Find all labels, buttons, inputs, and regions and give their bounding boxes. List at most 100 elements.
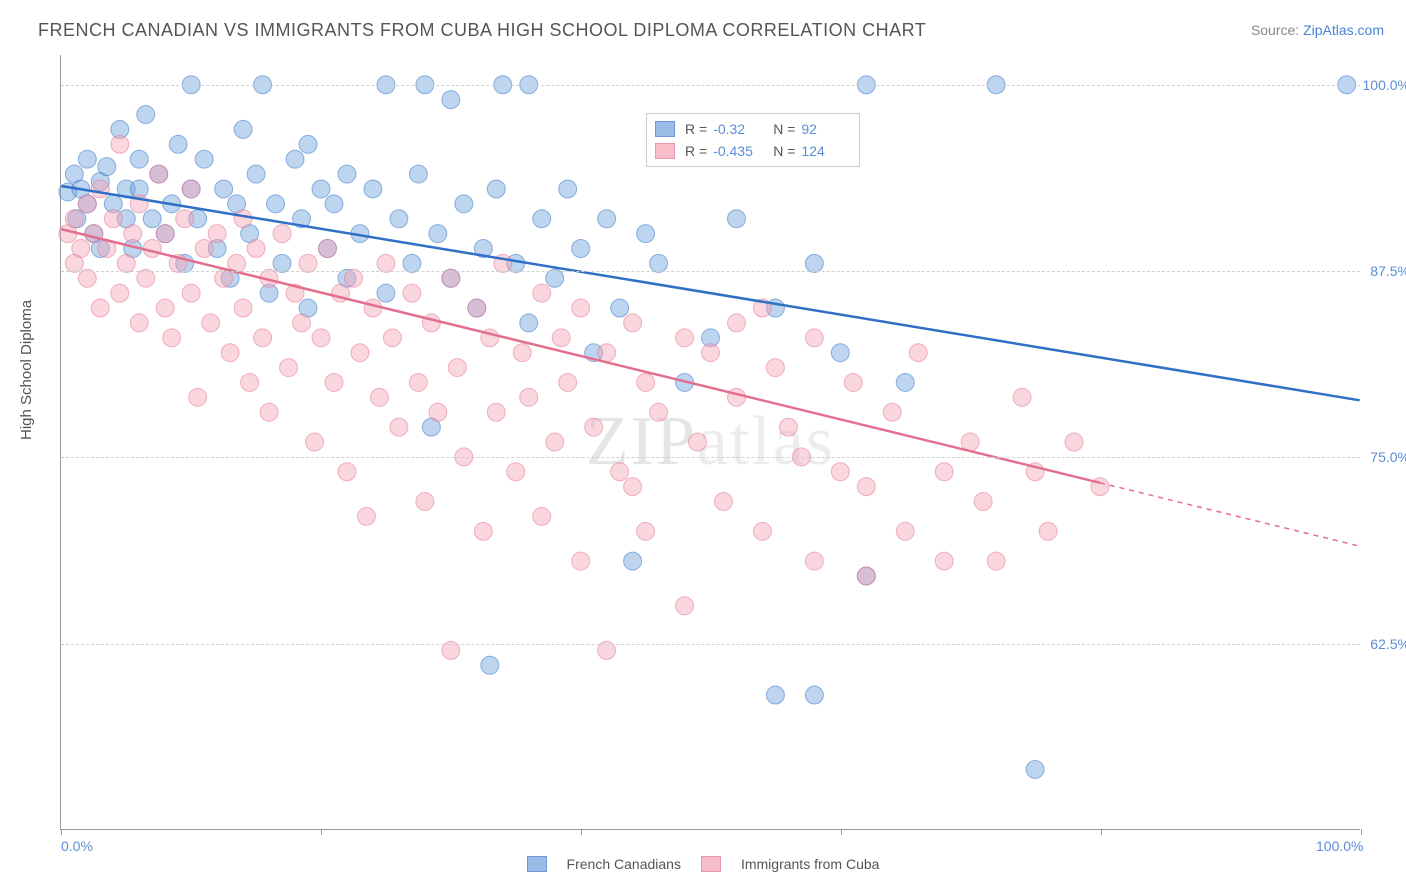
scatter-point (611, 299, 629, 317)
scatter-point (805, 329, 823, 347)
x-tick-mark (581, 829, 582, 835)
y-axis-label: High School Diploma (18, 300, 35, 440)
chart-title: FRENCH CANADIAN VS IMMIGRANTS FROM CUBA … (38, 20, 926, 41)
scatter-point (403, 284, 421, 302)
scatter-point (520, 314, 538, 332)
chart-container: FRENCH CANADIAN VS IMMIGRANTS FROM CUBA … (0, 0, 1406, 892)
bottom-legend: French Canadians Immigrants from Cuba (0, 856, 1406, 872)
scatter-point (182, 284, 200, 302)
x-tick-mark (841, 829, 842, 835)
bottom-swatch-0 (527, 856, 547, 872)
scatter-point (130, 150, 148, 168)
scatter-point (598, 210, 616, 228)
scatter-point (91, 180, 109, 198)
scatter-point (1065, 433, 1083, 451)
scatter-point (273, 254, 291, 272)
scatter-point (383, 329, 401, 347)
scatter-point (727, 314, 745, 332)
scatter-point (896, 522, 914, 540)
scatter-point (247, 165, 265, 183)
scatter-point (844, 373, 862, 391)
scatter-point (163, 329, 181, 347)
scatter-point (202, 314, 220, 332)
scatter-point (689, 433, 707, 451)
scatter-point (559, 373, 577, 391)
y-tick-label: 87.5% (1370, 263, 1406, 279)
scatter-point (520, 388, 538, 406)
scatter-point (267, 195, 285, 213)
scatter-point (805, 552, 823, 570)
gridline (61, 644, 1360, 645)
scatter-point (189, 388, 207, 406)
scatter-point (676, 597, 694, 615)
scatter-point (487, 403, 505, 421)
scatter-point (857, 478, 875, 496)
scatter-point (325, 195, 343, 213)
n-value-1: 124 (801, 143, 851, 159)
trend-line-dashed (1100, 483, 1360, 546)
scatter-point (299, 254, 317, 272)
scatter-point (552, 329, 570, 347)
stats-row-1: R = -0.435 N = 124 (655, 140, 851, 162)
scatter-point (150, 165, 168, 183)
x-tick-label: 100.0% (1316, 838, 1363, 854)
scatter-point (637, 373, 655, 391)
scatter-point (766, 359, 784, 377)
scatter-point (429, 403, 447, 421)
scatter-point (637, 225, 655, 243)
plot-area: ZIPatlas 62.5%75.0%87.5%100.0% 0.0%100.0… (60, 55, 1360, 830)
scatter-point (409, 165, 427, 183)
scatter-point (455, 195, 473, 213)
scatter-point (676, 329, 694, 347)
scatter-point (137, 106, 155, 124)
scatter-point (111, 284, 129, 302)
scatter-point (338, 463, 356, 481)
scatter-point (124, 225, 142, 243)
scatter-point (546, 433, 564, 451)
x-tick-mark (61, 829, 62, 835)
bottom-swatch-1 (701, 856, 721, 872)
scatter-point (156, 299, 174, 317)
n-value-0: 92 (801, 121, 851, 137)
scatter-point (559, 180, 577, 198)
scatter-point (234, 210, 252, 228)
scatter-point (72, 240, 90, 258)
scatter-point (987, 552, 1005, 570)
scatter-point (234, 120, 252, 138)
scatter-point (572, 240, 590, 258)
scatter-point (98, 158, 116, 176)
trend-line (61, 229, 1100, 483)
scatter-point (572, 552, 590, 570)
scatter-point (935, 552, 953, 570)
scatter-point (507, 463, 525, 481)
scatter-point (312, 329, 330, 347)
scatter-point (221, 344, 239, 362)
scatter-point (624, 478, 642, 496)
scatter-point (241, 373, 259, 391)
scatter-point (117, 254, 135, 272)
scatter-point (215, 180, 233, 198)
scatter-point (169, 135, 187, 153)
swatch-1 (655, 143, 675, 159)
scatter-point (195, 240, 213, 258)
x-tick-mark (1101, 829, 1102, 835)
scatter-point (448, 359, 466, 377)
scatter-point (312, 180, 330, 198)
scatter-point (1039, 522, 1057, 540)
scatter-point (273, 225, 291, 243)
scatter-point (611, 463, 629, 481)
scatter-point (805, 254, 823, 272)
scatter-point (390, 210, 408, 228)
source-link[interactable]: ZipAtlas.com (1303, 22, 1384, 38)
scatter-point (805, 686, 823, 704)
scatter-point (650, 403, 668, 421)
scatter-point (474, 522, 492, 540)
bottom-legend-label-1: Immigrants from Cuba (741, 856, 879, 872)
scatter-point (104, 210, 122, 228)
source-label: Source: (1251, 22, 1303, 38)
scatter-point (831, 463, 849, 481)
scatter-point (481, 656, 499, 674)
scatter-point (319, 240, 337, 258)
y-tick-label: 75.0% (1370, 449, 1406, 465)
scatter-point (572, 299, 590, 317)
